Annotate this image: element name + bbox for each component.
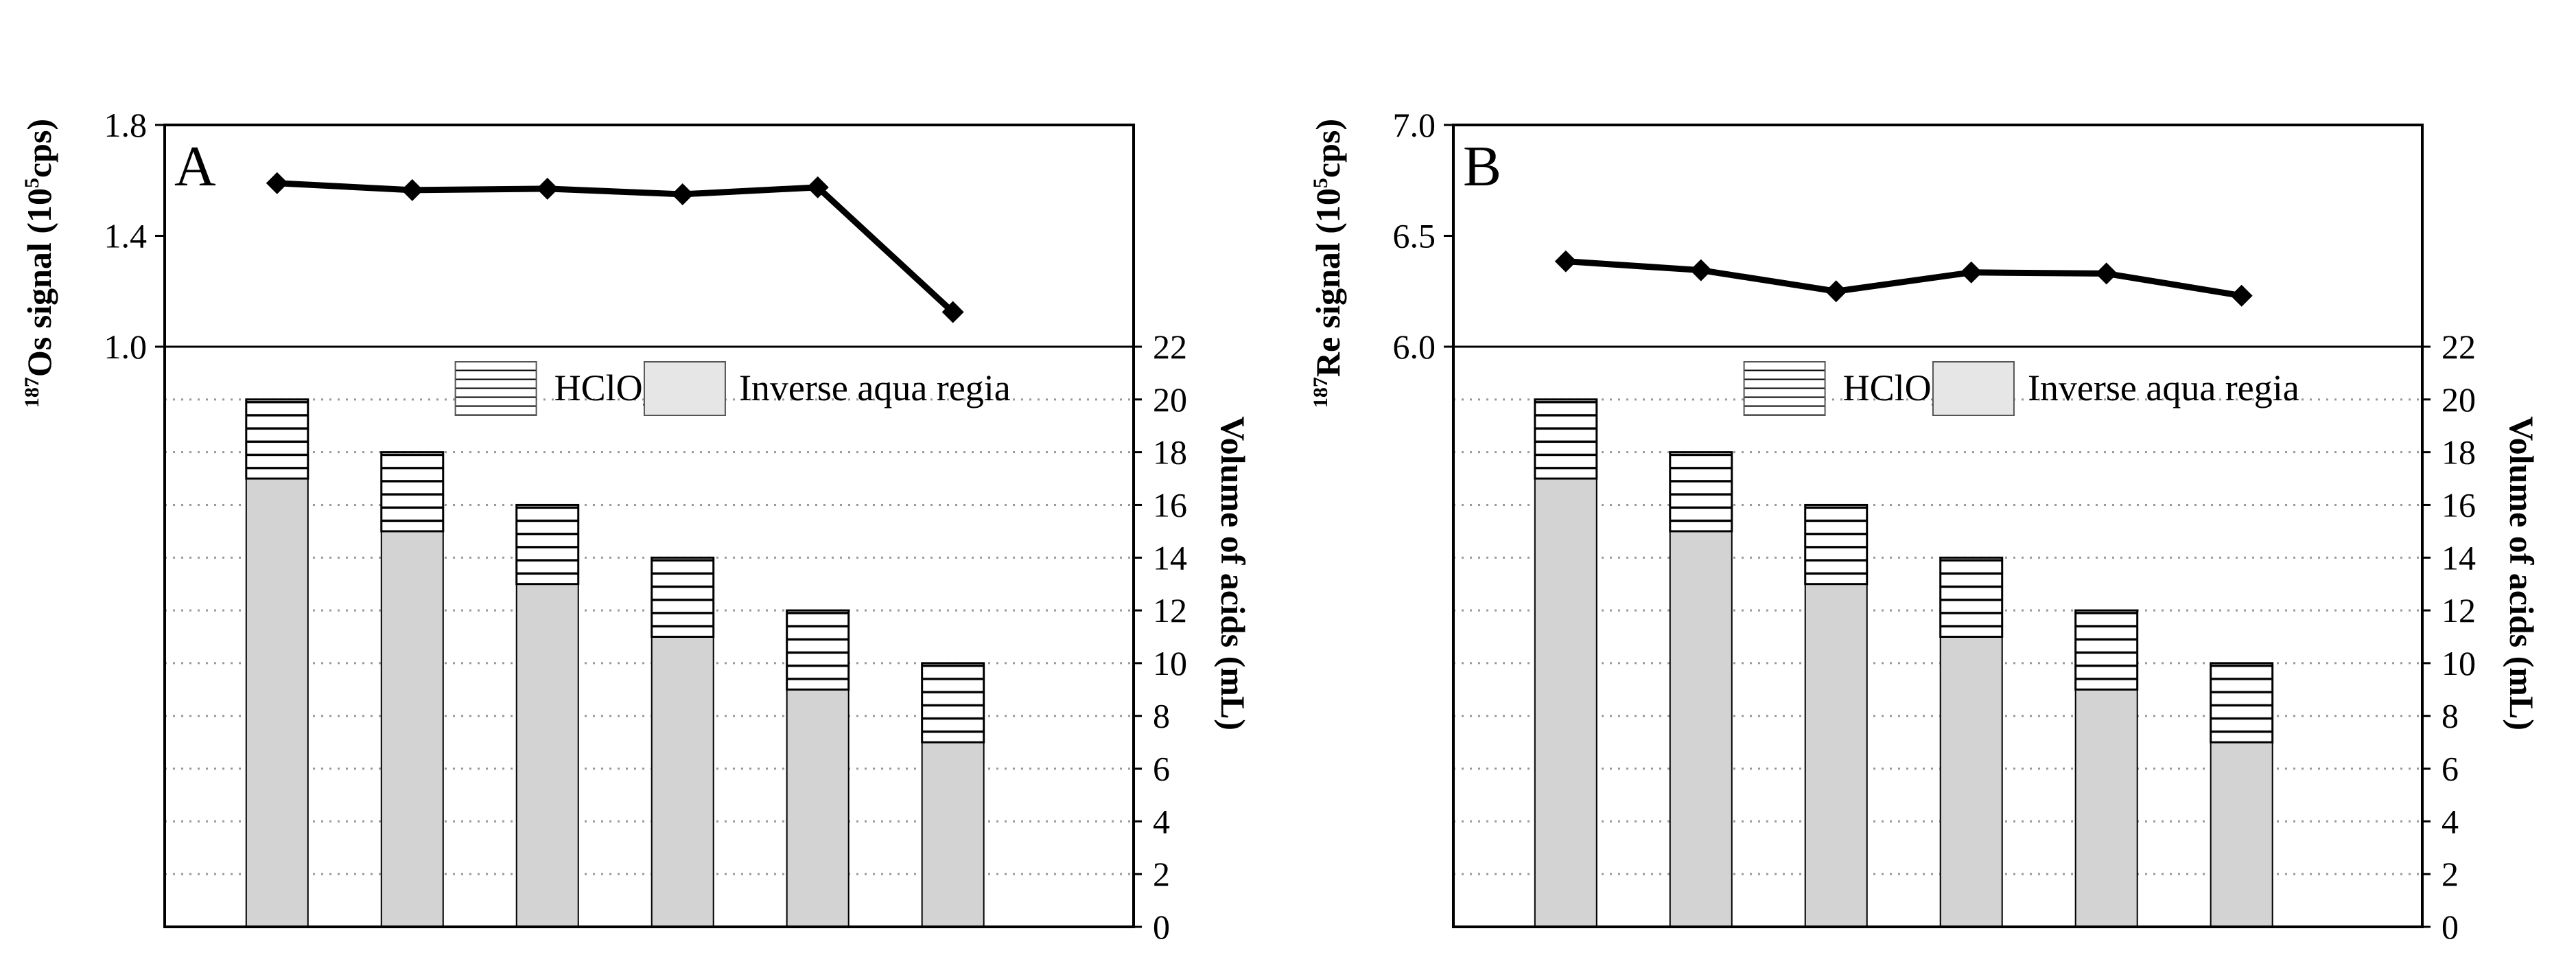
signal-marker [806,176,829,198]
signal-tick-label: 6.0 [1393,327,1436,366]
bar-inverse-aqua-regia [1534,478,1597,928]
volume-tick-label: 0 [2442,908,2459,946]
bar-hclo4 [651,556,715,638]
signal-tick-label: 6.5 [1393,217,1436,255]
bar-hclo4 [2074,609,2139,691]
volume-tick-label: 8 [2442,697,2459,735]
volume-tick-label: 20 [1153,380,1187,419]
signal-marker [941,301,964,323]
signal-marker [1689,259,1712,281]
volume-tick-label: 6 [1153,750,1170,788]
volume-tick-label: 16 [1153,485,1187,524]
bar-hclo4 [1669,451,1733,533]
legend-label-aqua-regia: Inverse aqua regia [739,367,1011,409]
bar-hclo4 [1939,556,2004,638]
bar-hclo4 [380,451,445,533]
legend-swatch-hclo4 [454,361,537,416]
panel-letter: B [1463,135,1501,198]
bar-hclo4 [1804,503,1869,586]
bar-inverse-aqua-regia [2074,689,2138,928]
volume-tick-label: 22 [1153,327,1187,366]
volume-tick-label: 6 [2442,750,2459,788]
plot-frame [1452,124,2424,928]
bar-inverse-aqua-regia [921,741,985,928]
signal-label: Os signal (10 [20,188,58,377]
bar-hclo4 [245,398,309,480]
signal-tick-label: 1.8 [104,106,148,144]
legend-swatch-aqua-regia [1932,361,2015,416]
isotope-superscript: 187 [21,377,43,408]
signal-marker [401,179,423,201]
volume-tick-label: 22 [2442,327,2476,366]
legend-label-hclo4: HClO4 [1843,367,1942,413]
signal-marker [1825,280,1847,303]
bar-inverse-aqua-regia [515,583,579,928]
volume-tick-label: 10 [1153,644,1187,682]
volume-tick-label: 12 [1153,591,1187,630]
panel-letter: A [174,135,216,198]
exponent-superscript: 5 [1309,178,1332,188]
volume-tick-label: 14 [1153,538,1187,577]
bar-hclo4 [1534,398,1598,480]
signal-marker [2230,284,2253,307]
volume-tick-label: 18 [2442,433,2476,472]
signal-axis-title: 187Re signal (105cps) [1309,119,1347,408]
legend-swatch-aqua-regia [643,361,726,416]
bar-inverse-aqua-regia [1804,583,1868,928]
bar-hclo4 [921,662,985,744]
signal-line [1565,258,2243,299]
signal-label: Re signal (10 [1309,188,1347,377]
volume-tick-label: 8 [1153,697,1170,735]
legend-swatch-hclo4 [1743,361,1826,416]
panel-a: 1.0 1.4 1.8 0 2 4 6 8 10 12 14 16 18 20 22 A HClO4 Invers… [20,106,1252,946]
bar-inverse-aqua-regia [2210,741,2273,928]
volume-axis-title: Volume of acids (mL) [1214,416,1252,730]
bar-hclo4 [786,609,850,691]
signal-marker [1960,261,1982,284]
volume-tick-label: 4 [1153,802,1170,840]
signal-line [277,180,955,314]
volume-tick-label: 20 [2442,380,2476,419]
bar-inverse-aqua-regia [651,636,714,928]
volume-tick-label: 0 [1153,908,1170,946]
legend-label-aqua-regia: Inverse aqua regia [2028,367,2299,409]
bar-inverse-aqua-regia [1939,636,2003,928]
bar-hclo4 [515,503,580,586]
volume-tick-label: 2 [1153,855,1170,893]
plot-frame [163,124,1135,928]
bar-inverse-aqua-regia [1669,530,1733,928]
signal-marker [266,172,288,194]
signal-axis-title: 187Os signal (105cps) [20,119,58,408]
signal-unit: cps) [1309,119,1347,178]
bar-hclo4 [2210,662,2274,744]
exponent-superscript: 5 [21,178,43,188]
panel-b: 6.0 6.5 7.0 0 2 4 6 8 10 12 14 16 18 20 22 B HClO4 Invers… [1309,106,2541,946]
signal-marker [536,177,559,200]
bar-inverse-aqua-regia [380,530,444,928]
signal-marker [671,183,694,205]
bar-inverse-aqua-regia [786,689,850,928]
signal-tick-label: 7.0 [1393,106,1436,144]
volume-axis-title: Volume of acids (mL) [2503,416,2541,730]
legend-label-hclo4: HClO4 [554,367,653,413]
signal-marker [2095,262,2118,285]
signal-marker [1554,250,1577,273]
volume-tick-label: 12 [2442,591,2476,630]
volume-tick-label: 14 [2442,538,2476,577]
volume-tick-label: 2 [2442,855,2459,893]
bar-inverse-aqua-regia [245,478,309,928]
signal-tick-label: 1.4 [104,217,148,255]
volume-tick-label: 16 [2442,485,2476,524]
signal-tick-label: 1.0 [104,327,148,366]
signal-unit: cps) [20,119,58,178]
volume-tick-label: 10 [2442,644,2476,682]
volume-tick-label: 4 [2442,802,2459,840]
isotope-superscript: 187 [1309,377,1332,408]
volume-tick-label: 18 [1153,433,1187,472]
